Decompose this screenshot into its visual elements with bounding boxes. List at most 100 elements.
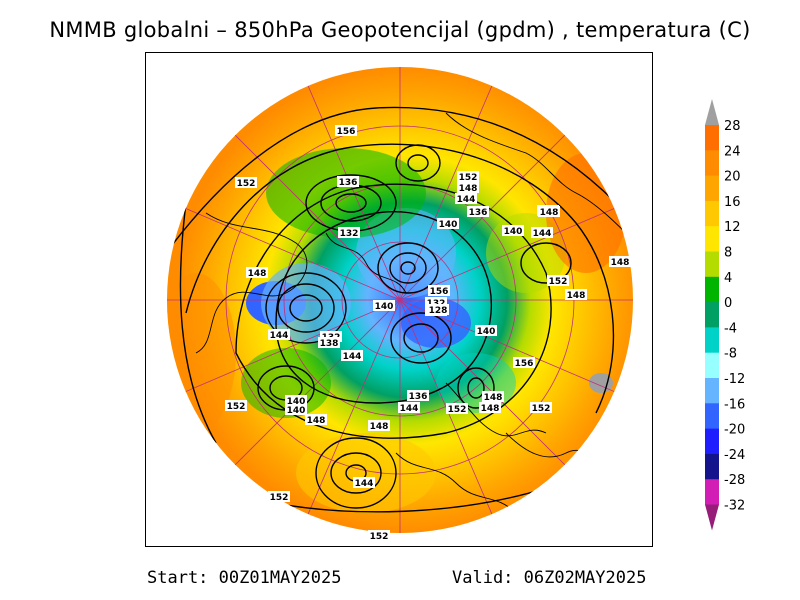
legend-tick-label: -16 bbox=[724, 397, 745, 412]
coastlines bbox=[195, 112, 633, 514]
svg-text:148: 148 bbox=[611, 258, 630, 268]
contour-label: 148 bbox=[482, 391, 504, 403]
contour-label: 136 bbox=[467, 206, 489, 218]
contour-label: 132 bbox=[338, 227, 360, 239]
valid-time: Valid: 06Z02MAY2025 bbox=[452, 568, 647, 588]
contour-label: 148 bbox=[246, 267, 268, 279]
contour-label: 152 bbox=[547, 275, 569, 287]
svg-text:128: 128 bbox=[429, 306, 448, 316]
legend-swatch bbox=[705, 352, 719, 379]
svg-text:140: 140 bbox=[504, 227, 523, 237]
legend-swatch bbox=[705, 226, 719, 252]
svg-text:140: 140 bbox=[287, 397, 306, 407]
legend-tick-label: 24 bbox=[724, 144, 741, 159]
legend-tick-label: 16 bbox=[724, 195, 741, 210]
map-title: NMMB globalni – 850hPa Geopotencijal (gp… bbox=[49, 18, 751, 42]
map-panel: 1561521361521481441361401401441441321481… bbox=[145, 52, 653, 547]
svg-text:152: 152 bbox=[370, 532, 389, 542]
svg-text:144: 144 bbox=[355, 479, 374, 489]
svg-text:136: 136 bbox=[469, 208, 488, 218]
legend-arrow-below bbox=[705, 504, 719, 531]
contour-label: 156 bbox=[513, 357, 535, 369]
contour-label: 152 bbox=[235, 177, 257, 189]
legend-swatch bbox=[705, 302, 719, 328]
color-legend: 28 24 20 16 12 8 4 0 -4 -8 -12 -16 -20 -24 -28 -32 bbox=[700, 96, 780, 536]
contour-label: 140 bbox=[437, 218, 459, 230]
contour-label: 144 bbox=[353, 477, 375, 489]
contour-label: 152 bbox=[225, 400, 247, 412]
svg-text:148: 148 bbox=[307, 416, 326, 426]
legend-swatch bbox=[705, 378, 719, 404]
svg-text:152: 152 bbox=[549, 277, 568, 287]
svg-text:144: 144 bbox=[270, 331, 289, 341]
svg-text:144: 144 bbox=[400, 404, 419, 414]
contour-label: 128 bbox=[427, 304, 449, 316]
svg-text:132: 132 bbox=[340, 229, 359, 239]
contour-label: 138 bbox=[318, 337, 340, 349]
color-legend-bar: 28 24 20 16 12 8 4 0 -4 -8 -12 -16 -20 -24 -28 -32 bbox=[705, 99, 745, 531]
contour-label: 136 bbox=[407, 390, 429, 402]
graticule bbox=[167, 67, 633, 533]
svg-text:148: 148 bbox=[484, 393, 503, 403]
svg-text:152: 152 bbox=[227, 402, 246, 412]
legend-tick-label: 28 bbox=[724, 119, 741, 134]
svg-text:136: 136 bbox=[339, 178, 358, 188]
contour-label: 148 bbox=[479, 402, 501, 414]
start-time: Start: 00Z01MAY2025 bbox=[147, 568, 342, 588]
contour-label: 152 bbox=[368, 530, 390, 542]
contour-label: 144 bbox=[268, 329, 290, 341]
legend-swatch bbox=[705, 403, 719, 430]
contour-label: 152 bbox=[446, 403, 468, 415]
svg-text:138: 138 bbox=[320, 339, 339, 349]
legend-tick-label: -8 bbox=[724, 347, 737, 362]
svg-text:148: 148 bbox=[540, 208, 559, 218]
svg-text:152: 152 bbox=[237, 179, 256, 189]
contour-label: 144 bbox=[398, 402, 420, 414]
contour-label: 144 bbox=[341, 350, 363, 362]
legend-tick-label: -12 bbox=[724, 372, 745, 387]
svg-text:156: 156 bbox=[430, 287, 449, 297]
svg-text:156: 156 bbox=[337, 127, 356, 137]
legend-swatch bbox=[705, 125, 719, 151]
svg-text:140: 140 bbox=[477, 327, 496, 337]
legend-swatch bbox=[705, 327, 719, 354]
legend-tick-label: 4 bbox=[724, 271, 732, 286]
contour-label: 140 bbox=[285, 404, 307, 416]
contour-label: 148 bbox=[565, 289, 587, 301]
svg-text:144: 144 bbox=[343, 352, 362, 362]
contour-label: 144 bbox=[455, 193, 477, 205]
svg-text:148: 148 bbox=[248, 269, 267, 279]
svg-text:144: 144 bbox=[533, 229, 552, 239]
svg-text:148: 148 bbox=[459, 184, 478, 194]
contour-label: 152 bbox=[457, 171, 479, 183]
svg-text:152: 152 bbox=[459, 173, 478, 183]
svg-text:148: 148 bbox=[567, 291, 586, 301]
contour-label: 152 bbox=[268, 491, 290, 503]
legend-tick-label: 0 bbox=[724, 296, 732, 311]
legend-tick-label: -28 bbox=[724, 473, 745, 488]
legend-tick-label: -32 bbox=[724, 499, 745, 514]
svg-text:152: 152 bbox=[532, 404, 551, 414]
svg-text:140: 140 bbox=[287, 406, 306, 416]
legend-arrow-above bbox=[705, 99, 719, 125]
legend-tick-label: -4 bbox=[724, 321, 737, 336]
legend-swatch bbox=[705, 479, 719, 505]
legend-tick-label: -20 bbox=[724, 423, 745, 438]
svg-text:152: 152 bbox=[270, 493, 289, 503]
svg-text:148: 148 bbox=[481, 404, 500, 414]
legend-swatch bbox=[705, 251, 719, 278]
legend-swatch bbox=[705, 276, 719, 303]
contour-label: 144 bbox=[531, 227, 553, 239]
contour-label: 140 bbox=[373, 300, 395, 312]
contour-label: 156 bbox=[428, 285, 450, 297]
contour-label: 156 bbox=[335, 125, 357, 137]
contour-label: 136 bbox=[337, 176, 359, 188]
legend-tick-label: 12 bbox=[724, 220, 741, 235]
legend-swatch bbox=[705, 200, 719, 227]
contour-label: 152 bbox=[530, 402, 552, 414]
contour-label: 140 bbox=[475, 325, 497, 337]
contour-label: 148 bbox=[305, 414, 327, 426]
contour-labels: 1561521361521481441361401401441441321481… bbox=[225, 125, 631, 542]
contour-label: 148 bbox=[457, 182, 479, 194]
legend-swatch bbox=[705, 150, 719, 177]
